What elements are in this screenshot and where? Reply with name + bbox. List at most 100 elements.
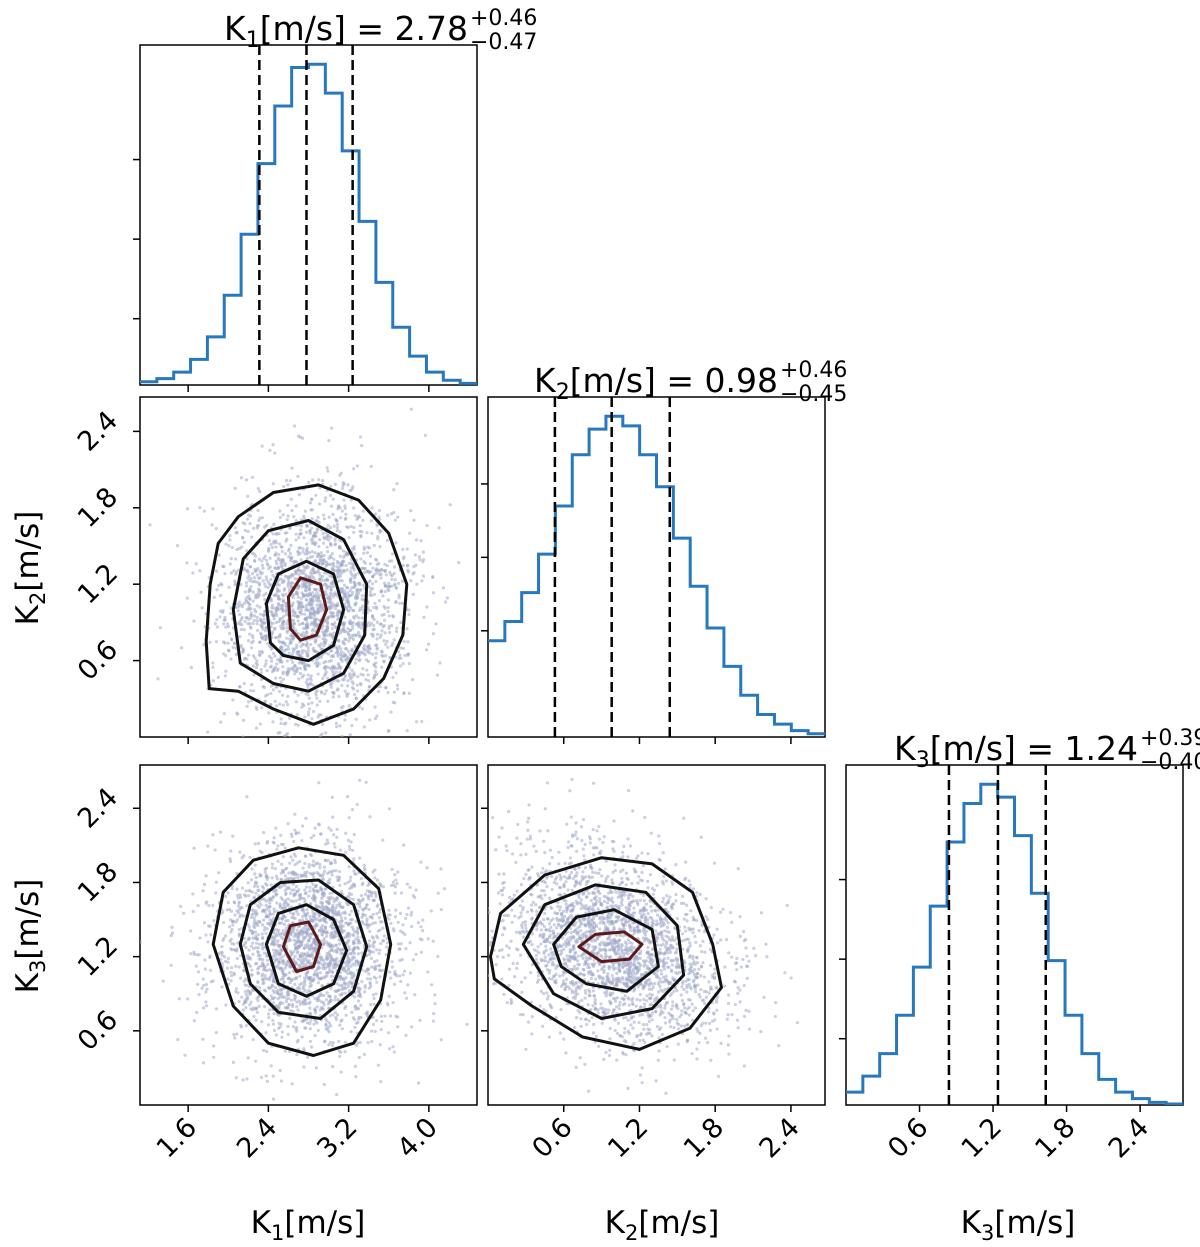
contour-level <box>281 920 322 973</box>
hist-bin-K3 <box>863 1076 880 1105</box>
hist-bin-K2 <box>707 628 724 737</box>
hist-bin-K1 <box>393 327 410 385</box>
y-tick-label: 0.6 <box>72 1005 124 1057</box>
hist-bin-K3 <box>930 906 947 1105</box>
contour-level <box>521 883 686 1020</box>
x-tick-label: 1.8 <box>678 1112 730 1164</box>
panel-title-err-minus: −0.47 <box>470 30 537 55</box>
hist-bin-K1 <box>174 372 191 385</box>
panel-title-err-plus: +0.46 <box>780 358 847 383</box>
scatter-K1-K3 <box>140 778 469 1101</box>
hist-K1-frame <box>139 44 478 386</box>
hist-bin-K2 <box>690 586 707 737</box>
hist-bin-K2 <box>774 724 791 737</box>
hist-bin-K3 <box>964 803 981 1105</box>
hist-bin-K2 <box>606 416 623 737</box>
hist-bin-K3 <box>1048 961 1065 1105</box>
y-axis-label-K2: K2[m/s] <box>10 511 50 626</box>
hist-bin-K2 <box>673 538 690 737</box>
x-tick-label: 1.8 <box>1029 1112 1081 1164</box>
x-tick-label: 0.6 <box>882 1112 934 1164</box>
hist-bin-K3 <box>1116 1092 1133 1105</box>
pair-K2-K3-frame <box>487 764 826 1106</box>
y-axis-label-K3: K3[m/s] <box>10 879 50 994</box>
hist-bin-K3 <box>1015 836 1032 1105</box>
contour-level <box>211 846 393 1057</box>
hist-bin-K1 <box>376 282 393 385</box>
hist-bin-K2 <box>623 426 640 737</box>
contour-level <box>231 519 369 693</box>
hist-bin-K1 <box>275 106 292 385</box>
hist-bin-K2 <box>741 695 758 737</box>
y-tick-label: 1.2 <box>72 930 124 982</box>
hist-bin-K1 <box>207 337 224 385</box>
hist-bin-K3 <box>880 1054 897 1105</box>
contour-level <box>264 903 349 998</box>
x-tick-label: 2.4 <box>231 1112 283 1164</box>
hist-bin-K2 <box>555 506 572 737</box>
hist-bin-K2 <box>539 554 556 737</box>
x-tick-label: 3.2 <box>311 1112 363 1164</box>
hist-K2-frame <box>487 396 826 738</box>
hist-bin-K1 <box>342 151 359 385</box>
x-axis-label-K2: K2[m/s] <box>605 1205 720 1245</box>
x-tick-label: 2.4 <box>1103 1112 1155 1164</box>
contour-level <box>204 483 409 726</box>
y-tick-label: 1.8 <box>72 856 124 908</box>
y-tick-label: 2.4 <box>72 782 124 834</box>
pair-K1-K3-frame <box>139 764 478 1106</box>
panel-title-err-minus: −0.45 <box>780 382 847 407</box>
hist-bin-K3 <box>1099 1079 1116 1105</box>
hist-bin-K1 <box>309 64 326 385</box>
contour-level <box>577 930 644 964</box>
y-tick-label: 1.2 <box>72 558 124 610</box>
hist-bin-K3 <box>981 784 998 1105</box>
x-tick-label: 1.6 <box>151 1112 203 1164</box>
scatter-K1-K2 <box>148 407 461 737</box>
contour-level <box>489 856 723 1051</box>
x-tick-label: 4.0 <box>392 1112 444 1164</box>
panel-title-err-minus: −0.40 <box>1140 750 1200 775</box>
y-tick-label: 2.4 <box>72 405 124 457</box>
hist-bin-K2 <box>488 641 505 737</box>
hist-bin-K3 <box>998 797 1015 1105</box>
hist-bin-K3 <box>1065 1015 1082 1105</box>
hist-bin-K1 <box>426 372 443 385</box>
contour-level <box>286 576 329 642</box>
hist-bin-K1 <box>224 295 241 385</box>
hist-bin-K2 <box>589 429 606 737</box>
hist-bin-K2 <box>758 715 775 737</box>
hist-bin-K2 <box>572 455 589 737</box>
panel-title-err-plus: +0.46 <box>470 6 537 31</box>
hist-bin-K2 <box>724 666 741 737</box>
hist-bin-K3 <box>1082 1054 1099 1105</box>
panel-title-K3: K3[m/s] = 1.24 <box>894 729 1138 773</box>
panel-title-err-plus: +0.39 <box>1140 726 1200 751</box>
x-axis-label-K3: K3[m/s] <box>961 1205 1076 1245</box>
panel-title-K2: K2[m/s] = 0.98 <box>534 361 778 405</box>
hist-K3-frame <box>845 764 1184 1106</box>
hist-bin-K1 <box>359 221 376 385</box>
x-tick-label: 0.6 <box>526 1112 578 1164</box>
x-tick-label: 2.4 <box>754 1112 806 1164</box>
panel-title-K1: K1[m/s] = 2.78 <box>224 9 468 53</box>
hist-line-K3 <box>846 782 1183 1105</box>
hist-bin-K2 <box>522 593 539 737</box>
hist-bin-K2 <box>505 622 522 737</box>
hist-bin-K1 <box>410 356 427 385</box>
scatter-K2-K3 <box>488 765 800 1095</box>
hist-line-K1 <box>140 62 477 385</box>
x-axis-label-K1: K1[m/s] <box>251 1205 366 1245</box>
hist-bin-K1 <box>325 93 342 385</box>
hist-line-K2 <box>488 414 825 736</box>
y-tick-label: 0.6 <box>72 634 124 686</box>
hist-bin-K1 <box>241 234 258 385</box>
contour-level <box>238 878 369 1020</box>
hist-bin-K2 <box>640 455 657 737</box>
contour-level <box>552 908 660 993</box>
hist-bin-K3 <box>846 1092 863 1105</box>
hist-bin-K3 <box>913 967 930 1105</box>
hist-bin-K1 <box>191 359 208 385</box>
x-tick-label: 1.2 <box>602 1112 654 1164</box>
